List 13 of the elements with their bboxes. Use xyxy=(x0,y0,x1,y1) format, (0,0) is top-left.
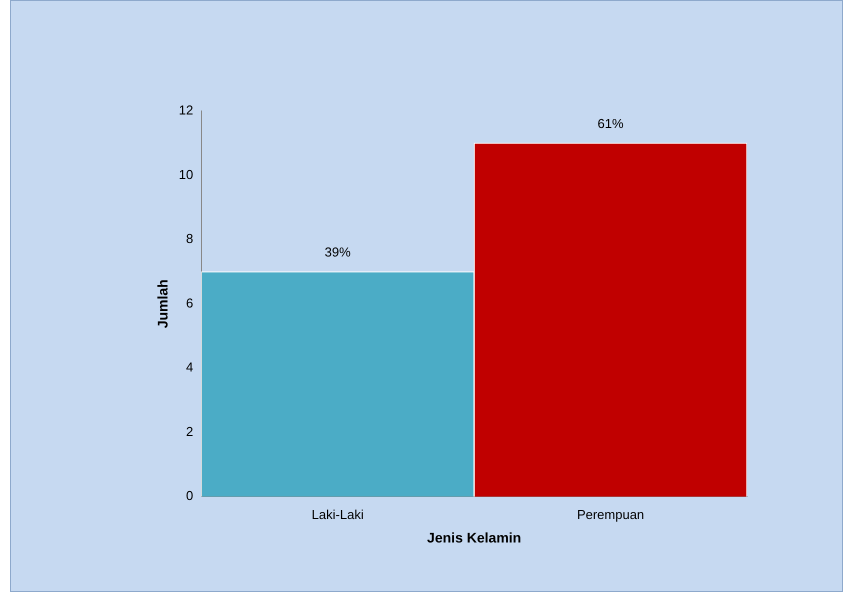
y-tick-label: 0 xyxy=(186,488,194,504)
y-tick-label: 8 xyxy=(186,231,194,246)
y-tick-label: 10 xyxy=(178,166,194,182)
x-axis-title: Jenis Kelamin xyxy=(427,529,522,546)
x-tick-label: Laki-Laki xyxy=(312,506,364,522)
y-tick-label: 6 xyxy=(186,295,194,310)
y-tick-label: 2 xyxy=(186,424,194,439)
annotation: 61% xyxy=(598,116,624,132)
y-tick-label: 4 xyxy=(186,360,194,375)
x-tick-label: Perempuan xyxy=(576,506,644,522)
annotation: 39% xyxy=(324,244,352,260)
y-axis-title: Jumlah xyxy=(154,279,170,328)
y-tick-label: 12 xyxy=(178,102,194,118)
